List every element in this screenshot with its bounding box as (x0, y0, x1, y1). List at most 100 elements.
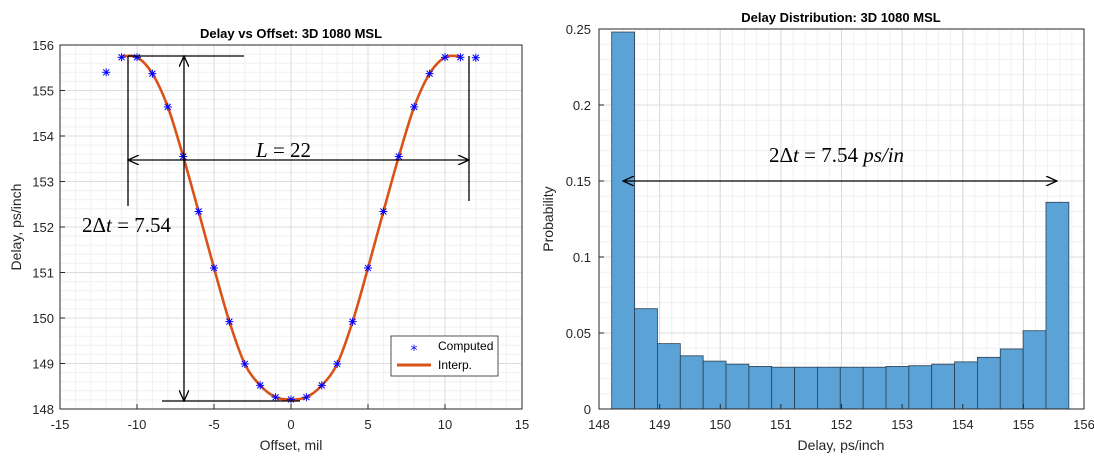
histogram-bar (839, 366, 864, 410)
legend-label-interp: Interp. (438, 358, 472, 372)
histogram-bar (657, 343, 681, 410)
computed-point (441, 53, 449, 62)
histogram-bar (771, 366, 795, 410)
histogram-bar (817, 366, 841, 410)
histogram-bar (634, 308, 658, 410)
right-x-tick-label: 151 (770, 417, 792, 432)
left-x-tick-label: 10 (438, 417, 452, 432)
left-x-axis-label: Offset, mil (260, 437, 323, 453)
left-y-axis-label: Delay, ps/inch (8, 184, 24, 271)
computed-point (256, 381, 265, 390)
computed-point (240, 359, 249, 368)
computed-point (117, 53, 126, 62)
histogram-bar (1045, 201, 1070, 410)
right-y-tick-label: 0 (584, 402, 591, 417)
histogram-bar (748, 366, 773, 410)
left-y-tick-label: 156 (32, 38, 54, 53)
computed-point (348, 317, 357, 326)
distribution-span-annotation: 2Δt = 7.54 ps/in (769, 143, 904, 167)
computed-point (102, 68, 111, 77)
right-x-tick-label: 153 (891, 417, 913, 432)
computed-point (364, 263, 372, 272)
right-x-tick-label: 148 (588, 417, 610, 432)
computed-point (271, 393, 280, 402)
histogram-bar (999, 348, 1024, 410)
right-x-tick-label: 154 (952, 417, 974, 432)
computed-point (333, 359, 342, 368)
legend-box (390, 335, 499, 377)
right-x-tick-label: 150 (709, 417, 731, 432)
legend-label-computed: Computed (438, 339, 493, 353)
left-x-tick-label: -10 (128, 417, 147, 432)
left-x-tick-label: 5 (364, 417, 371, 432)
left-x-tick-labels: -15 -10 -5 0 5 10 15 (51, 417, 530, 432)
left-y-tick-label: 155 (32, 84, 54, 99)
computed-point (410, 102, 419, 111)
left-dimension-lines (128, 56, 469, 401)
right-y-tick-label: 0.05 (566, 326, 591, 341)
right-tick-marks (598, 28, 1085, 410)
right-y-tick-label: 0.2 (573, 98, 591, 113)
right-x-tick-label: 152 (831, 417, 853, 432)
left-data-layer (102, 53, 480, 404)
right-y-tick-labels: 0 0.05 0.1 0.15 0.2 0.25 (566, 22, 591, 417)
left-y-tick-label: 152 (32, 220, 54, 235)
delay-vs-offset-chart: -15 -10 -5 0 5 10 15 1481491501511521531541551… (8, 26, 529, 453)
left-x-tick-label: 15 (515, 417, 529, 432)
computed-point (425, 69, 434, 78)
left-x-tick-label: -15 (51, 417, 70, 432)
left-tick-marks (59, 44, 523, 410)
computed-point (302, 393, 311, 402)
histogram-bar (725, 363, 750, 410)
computed-point (148, 69, 157, 78)
computed-point (163, 102, 172, 111)
computed-point (379, 207, 388, 216)
histogram-bar (1022, 330, 1047, 410)
computed-point (471, 53, 480, 62)
left-x-tick-label: -5 (208, 417, 220, 432)
computed-point (456, 53, 465, 62)
computed-point (317, 381, 326, 390)
right-x-axis-label: Delay, ps/inch (798, 437, 885, 453)
length-annotation: L = 22 (255, 138, 311, 162)
left-y-tick-labels: 148 149 150 151 152 153 154 155 156 (32, 38, 54, 417)
histogram-bar (931, 363, 955, 410)
left-y-tick-label: 153 (32, 175, 54, 190)
histogram-bar (611, 31, 635, 410)
histogram-bar (885, 366, 910, 410)
left-y-tick-label: 150 (32, 311, 54, 326)
right-x-tick-label: 155 (1013, 417, 1035, 432)
computed-point (394, 152, 403, 161)
delay-distribution-chart: 148 149 150 151 152 153 154 155 156 0 0.05 0.1 0.15… (540, 10, 1094, 453)
right-chart-title: Delay Distribution: 3D 1080 MSL (741, 10, 940, 25)
computed-point (133, 53, 141, 62)
left-chart-title: Delay vs Offset: 3D 1080 MSL (200, 26, 382, 41)
computed-point (194, 207, 203, 216)
histogram-bar (679, 355, 704, 410)
right-y-tick-label: 0.1 (573, 250, 591, 265)
histogram-bar (977, 356, 1001, 410)
delay-span-annotation: 2Δt = 7.54 (82, 213, 171, 237)
histogram-bar (794, 366, 818, 410)
left-y-tick-label: 154 (32, 129, 54, 144)
histogram-bar (862, 366, 887, 410)
computed-point (287, 395, 295, 404)
left-y-tick-label: 148 (32, 402, 54, 417)
left-legend: * Computed Interp. (390, 335, 499, 377)
histogram-bar (954, 361, 978, 410)
left-y-tick-label: 149 (32, 357, 54, 372)
left-x-tick-label: 0 (287, 417, 294, 432)
right-y-axis-label: Probability (540, 186, 556, 251)
right-x-tick-label: 149 (649, 417, 671, 432)
right-y-tick-label: 0.25 (566, 22, 591, 37)
right-x-tick-label: 156 (1073, 417, 1094, 432)
right-y-tick-label: 0.15 (566, 174, 591, 189)
right-x-tick-labels: 148 149 150 151 152 153 154 155 156 (588, 417, 1094, 432)
computed-point (225, 317, 234, 326)
histogram-bar (702, 360, 727, 410)
computed-point (179, 152, 188, 161)
legend-marker-computed: * (411, 343, 418, 359)
histogram-bar (908, 365, 933, 410)
computed-point (210, 263, 218, 272)
